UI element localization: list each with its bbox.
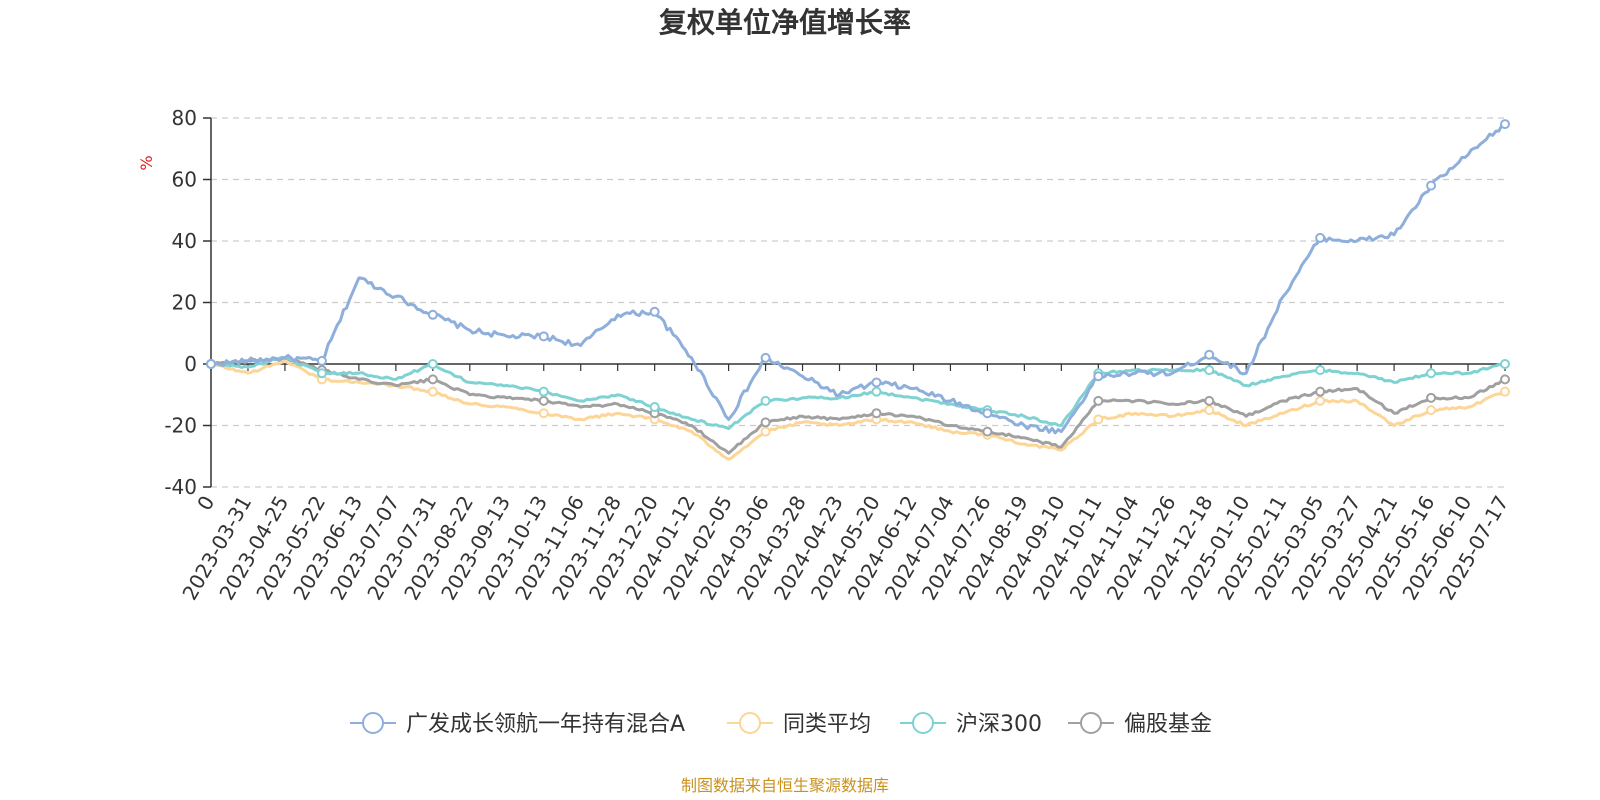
data-point [1204,395,1215,406]
legend-item[interactable]: 偏股基金 [1068,712,1212,737]
data-point [982,426,993,437]
series-line [210,355,1506,455]
data-point [760,417,771,428]
data-point [1426,368,1437,379]
series-group [206,119,1510,435]
y-tick-label: 40 [172,229,197,253]
data-point [649,306,660,317]
y-axis-unit: % [137,155,156,170]
data-point [427,309,438,320]
series-line [210,359,1506,461]
legend-label: 广发成长领航一年持有混合A [406,712,685,737]
data-point [1204,349,1215,360]
data-point [982,408,993,419]
grid [203,117,1505,488]
y-tick-label: 20 [172,291,197,315]
data-point [316,355,327,366]
data-point [1426,180,1437,191]
legend-label: 偏股基金 [1124,712,1212,737]
data-point [871,386,882,397]
data-point [1315,395,1326,406]
data-point [760,395,771,406]
series-lines [206,119,1510,461]
legend-label: 同类平均 [783,712,871,737]
legend-item[interactable]: 广发成长领航一年持有混合A [350,712,685,737]
y-tick-labels: -40 -20 0 20 40 60 80 [164,106,197,499]
data-point [1426,392,1437,403]
data-point [760,426,771,437]
legend-item[interactable]: 同类平均 [727,712,871,737]
data-point [760,352,771,363]
data-point [1315,365,1326,376]
data-point [871,408,882,419]
data-point [316,368,327,379]
data-point [1500,359,1510,369]
data-point [1093,371,1104,382]
y-tick-label: -20 [164,414,197,438]
data-point [1315,232,1326,243]
legend-marker [739,712,761,734]
data-point [427,359,438,369]
data-point [649,402,660,413]
legend-label: 沪深300 [956,712,1042,737]
data-point [1204,405,1215,416]
x-tick-label: 0 [192,492,219,515]
x-tick-labels: 02023-03-312023-04-252023-05-222023-06-1… [177,492,1513,605]
data-point [871,377,882,388]
data-point [538,395,549,406]
legend-marker [362,712,384,734]
data-point [1315,386,1326,397]
data-point [427,386,438,397]
series-group [206,359,1510,461]
data-point [1500,119,1510,130]
series-line [211,356,1506,431]
series-group [206,356,1510,431]
data-point [538,408,549,419]
legend-marker [1080,712,1102,734]
series-line [210,122,1506,435]
data-point [1204,365,1215,376]
y-tick-label: 0 [184,352,197,376]
y-tick-label: -40 [164,475,197,499]
data-point [1426,405,1437,416]
data-point [1500,386,1510,397]
legend-item[interactable]: 沪深300 [900,712,1042,737]
chart-title: 复权单位净值增长率 [659,6,911,39]
data-point [206,359,216,369]
data-point [1500,374,1510,385]
data-point [1093,395,1104,406]
data-point [427,374,438,385]
y-tick-label: 60 [172,168,197,192]
y-tick-label: 80 [172,106,197,130]
legend[interactable]: 广发成长领航一年持有混合A 同类平均 沪深300 偏股基金 [350,712,1212,737]
legend-marker [912,712,934,734]
data-point [538,386,549,397]
data-point [538,331,549,342]
data-point [1093,414,1104,425]
source-note: 制图数据来自恒生聚源数据库 [681,776,889,795]
